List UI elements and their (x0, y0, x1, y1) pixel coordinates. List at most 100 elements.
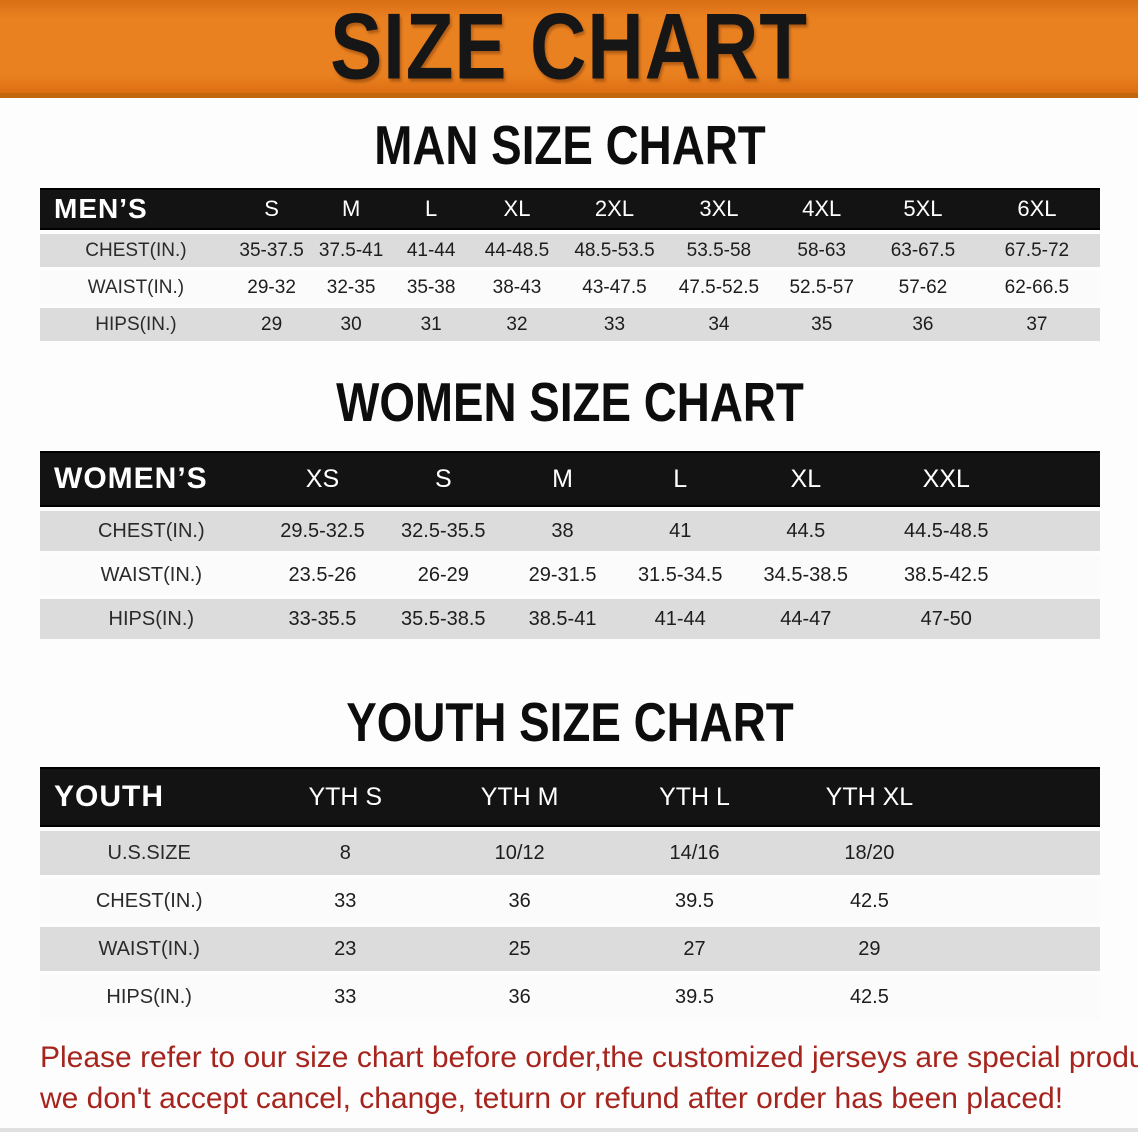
size-column-header: YTH L (607, 767, 782, 827)
measurement-value: 41-44 (620, 599, 740, 639)
measurement-value: 35-37.5 (231, 234, 312, 267)
table-header-row: MEN’S S M L XL 2XL 3XL 4XL 5XL 6XL (40, 188, 1100, 230)
measurement-value: 27 (607, 927, 782, 971)
measurement-value: 38.5-42.5 (872, 555, 1021, 595)
spacer-cell (1020, 599, 1100, 639)
size-column-header: YTH XL (781, 767, 957, 827)
measurement-value: 43-47.5 (562, 271, 667, 304)
measurement-value: 38 (504, 511, 621, 551)
measurement-value: 18/20 (781, 831, 957, 875)
measurement-value: 33 (258, 879, 433, 923)
table-header-row: WOMEN’S XS S M L XL XXL (40, 451, 1100, 507)
measurement-value: 32-35 (311, 271, 391, 304)
measurement-value: 33-35.5 (262, 599, 383, 639)
youth-size-table: YOUTH YTH S YTH M YTH L YTH XL U.S.SIZE 8 10/12… (40, 763, 1100, 1023)
measurement-value: 34 (666, 308, 772, 341)
measurement-value: 44.5-48.5 (872, 511, 1021, 551)
men-section-heading: MAN SIZE CHART (374, 115, 766, 177)
measurement-value: 44-48.5 (471, 234, 563, 267)
measurement-value: 47.5-52.5 (666, 271, 772, 304)
measurement-value: 10/12 (432, 831, 608, 875)
measurement-value: 26-29 (382, 555, 505, 595)
size-column-header: S (382, 451, 505, 507)
table-row: CHEST(IN.) 35-37.5 37.5-41 41-44 44-48.5 48.5… (40, 234, 1100, 267)
size-column-header: XL (471, 188, 563, 230)
measurement-value: 42.5 (781, 975, 957, 1019)
measurement-label: WAIST(IN.) (40, 555, 263, 595)
measurement-label: WAIST(IN.) (40, 927, 259, 971)
measurement-value: 38.5-41 (504, 599, 621, 639)
measurement-value: 29 (231, 308, 312, 341)
disclaimer-line-2: we don't accept cancel, change, teturn o… (40, 1082, 1064, 1115)
measurement-value: 63-67.5 (872, 234, 974, 267)
size-column-header: 6XL (973, 188, 1100, 230)
measurement-value: 31 (390, 308, 472, 341)
measurement-value: 31.5-34.5 (620, 555, 740, 595)
measurement-value: 52.5-57 (771, 271, 873, 304)
size-column-header: 2XL (562, 188, 667, 230)
table-row: U.S.SIZE 8 10/12 14/16 18/20 (40, 831, 1100, 875)
measurement-value: 36 (872, 308, 974, 341)
measurement-label: U.S.SIZE (40, 831, 259, 875)
size-column-header: XL (739, 451, 873, 507)
measurement-value: 62-66.5 (973, 271, 1100, 304)
size-column-header: L (390, 188, 472, 230)
women-size-table: WOMEN’S XS S M L XL XXL CHEST(IN.) 29.5-32.5 32.5… (40, 447, 1100, 643)
measurement-value: 35 (771, 308, 873, 341)
spacer-cell (956, 831, 1100, 875)
measurement-value: 35.5-38.5 (382, 599, 505, 639)
measurement-value: 34.5-38.5 (739, 555, 873, 595)
title-banner: SIZE CHART (0, 0, 1138, 98)
size-column-header: L (620, 451, 740, 507)
measurement-value: 32.5-35.5 (382, 511, 505, 551)
measurement-value: 33 (258, 975, 433, 1019)
bottom-divider (0, 1128, 1138, 1132)
measurement-value: 42.5 (781, 879, 957, 923)
measurement-value: 25 (432, 927, 608, 971)
disclaimer-text: Please refer to our size chart before or… (40, 1037, 1138, 1119)
measurement-value: 23 (258, 927, 433, 971)
measurement-value: 36 (432, 975, 608, 1019)
measurement-value: 29.5-32.5 (262, 511, 383, 551)
measurement-value: 23.5-26 (262, 555, 383, 595)
measurement-value: 36 (432, 879, 608, 923)
spacer-cell (1020, 511, 1100, 551)
measurement-value: 58-63 (771, 234, 873, 267)
measurement-value: 29-32 (231, 271, 312, 304)
measurement-value: 39.5 (607, 879, 782, 923)
measurement-label: CHEST(IN.) (40, 511, 263, 551)
measurement-value: 35-38 (390, 271, 472, 304)
group-label: MEN’S (40, 188, 232, 230)
measurement-value: 8 (258, 831, 433, 875)
measurement-value: 33 (562, 308, 667, 341)
table-header-row: YOUTH YTH S YTH M YTH L YTH XL (40, 767, 1100, 827)
size-column-header: XS (262, 451, 383, 507)
measurement-label: CHEST(IN.) (40, 234, 232, 267)
table-row: CHEST(IN.) 29.5-32.5 32.5-35.5 38 41 44.5 44.5… (40, 511, 1100, 551)
measurement-value: 57-62 (872, 271, 974, 304)
table-row: WAIST(IN.) 29-32 32-35 35-38 38-43 43-47.5 47.… (40, 271, 1100, 304)
measurement-value: 14/16 (607, 831, 782, 875)
measurement-value: 30 (311, 308, 391, 341)
size-column-header: 3XL (666, 188, 772, 230)
table-row: HIPS(IN.) 33 36 39.5 42.5 (40, 975, 1100, 1019)
measurement-value: 37 (973, 308, 1100, 341)
content-area: MAN SIZE CHART MEN’S S M L XL 2XL 3XL 4XL 5XL 6XL… (0, 115, 1138, 1119)
size-column-header: M (504, 451, 621, 507)
table-row: HIPS(IN.) 29 30 31 32 33 34 35 36 37 (40, 308, 1100, 341)
measurement-value: 44.5 (739, 511, 873, 551)
measurement-label: WAIST(IN.) (40, 271, 232, 304)
measurement-value: 29-31.5 (504, 555, 621, 595)
measurement-value: 41 (620, 511, 740, 551)
table-row: WAIST(IN.) 23 25 27 29 (40, 927, 1100, 971)
measurement-label: HIPS(IN.) (40, 975, 259, 1019)
spacer-cell (956, 767, 1100, 827)
size-column-header: M (311, 188, 391, 230)
table-row: WAIST(IN.) 23.5-26 26-29 29-31.5 31.5-34.5 34… (40, 555, 1100, 595)
size-column-header: S (231, 188, 312, 230)
spacer-cell (1020, 451, 1100, 507)
spacer-cell (956, 975, 1100, 1019)
size-column-header: YTH S (258, 767, 433, 827)
page-title: SIZE CHART (330, 0, 808, 99)
table-row: CHEST(IN.) 33 36 39.5 42.5 (40, 879, 1100, 923)
